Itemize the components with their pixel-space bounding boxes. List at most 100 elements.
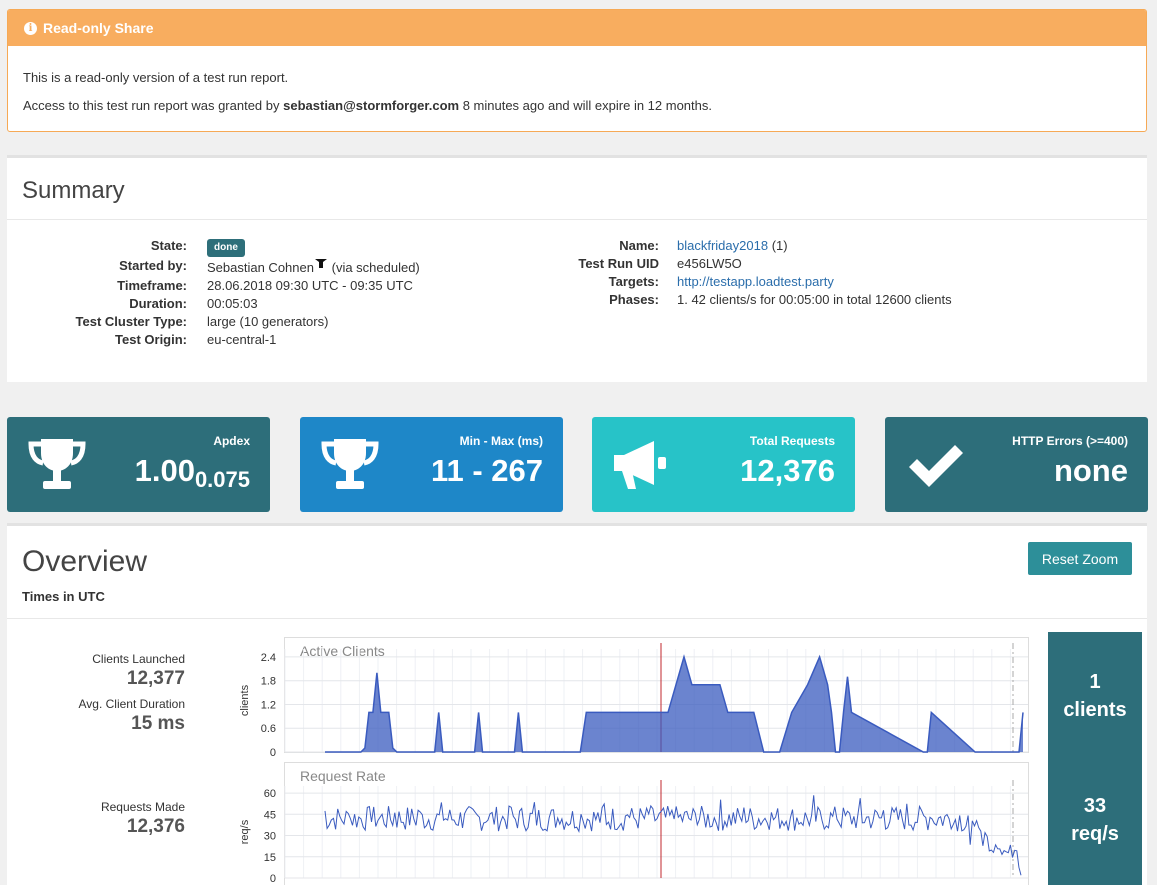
y-tick-label: 1.8 xyxy=(261,676,276,688)
alert-title: Read-only Share xyxy=(43,20,154,36)
metric-value: 12,376 xyxy=(126,816,185,837)
y-tick-label: 30 xyxy=(264,831,276,843)
started-by-name: Sebastian Cohnen xyxy=(207,260,314,275)
summary-value-started-by: Sebastian Cohnen (via scheduled) xyxy=(187,257,420,277)
total-requests-value: 12,376 xyxy=(740,453,835,488)
summary-key: Timeframe: xyxy=(117,278,187,293)
read-only-alert: i Read-only Share This is a read-only ve… xyxy=(7,9,1147,132)
y-tick-label: 60 xyxy=(264,788,276,800)
summary-key: Name: xyxy=(619,238,659,253)
check-icon xyxy=(909,445,963,487)
live-stats-panel: 1 clients 33 req/s xyxy=(1048,632,1142,885)
active-clients-line xyxy=(325,654,1024,753)
test-name-link[interactable]: blackfriday2018 xyxy=(677,238,769,253)
summary-row-origin: Test Origin: eu-central-1 xyxy=(7,331,420,349)
info-icon: i xyxy=(24,21,37,35)
test-name-count: (1) xyxy=(771,238,788,253)
summary-key: State: xyxy=(150,238,187,253)
summary-row-state: State: done xyxy=(7,237,420,257)
alert-line-1: This is a read-only version of a test ru… xyxy=(23,70,289,85)
active-clients-area xyxy=(325,656,1023,752)
trophy-icon xyxy=(321,439,379,489)
summary-key: Targets: xyxy=(608,274,659,289)
summary-row-phases: Phases: 1. 42 clients/s for 00:05:00 in … xyxy=(567,291,952,309)
summary-title: Summary xyxy=(7,158,1147,220)
metric-requests-made: Requests Made 12,376 xyxy=(101,800,185,838)
overview-title: Overview xyxy=(22,545,148,578)
reset-zoom-button[interactable]: Reset Zoom xyxy=(1028,542,1132,575)
y-axis-label: clients xyxy=(239,684,251,716)
current-clients: 1 clients xyxy=(1048,668,1142,724)
state-badge: done xyxy=(207,239,245,257)
metric-label: Avg. Client Duration xyxy=(78,697,186,711)
current-clients-unit: clients xyxy=(1063,699,1127,721)
summary-value-state: done xyxy=(187,237,245,257)
active-clients-svg: 2.4 1.8 1.2 0.6 0 clients xyxy=(239,643,1028,757)
summary-key: Started by: xyxy=(119,258,187,273)
total-requests-tile: Total Requests 12,376 xyxy=(592,417,855,512)
trophy-icon xyxy=(28,439,86,489)
overview-subtitle: Times in UTC xyxy=(22,589,105,604)
metric-value: 15 ms xyxy=(131,713,185,734)
megaphone-icon xyxy=(614,441,666,489)
summary-key: Phases: xyxy=(609,292,659,307)
request-rate-line xyxy=(324,795,1022,876)
summary-panel: Summary State: done Started by: Sebastia… xyxy=(7,155,1147,382)
http-errors-tile: HTTP Errors (>=400) none xyxy=(885,417,1148,512)
summary-value: eu-central-1 xyxy=(207,332,277,347)
started-by-extra: (via scheduled) xyxy=(331,260,420,275)
apdex-label: Apdex xyxy=(213,434,250,448)
current-rate-value: 33 xyxy=(1083,795,1107,817)
summary-row-targets: Targets: http://testapp.loadtest.party xyxy=(567,273,952,291)
min-max-value: 11 - 267 xyxy=(430,453,543,488)
y-tick-label: 45 xyxy=(264,809,276,821)
target-link[interactable]: http://testapp.loadtest.party xyxy=(677,274,834,289)
metric-avg-client-duration: Avg. Client Duration 15 ms xyxy=(79,697,186,735)
overview-divider xyxy=(7,618,1147,619)
chart-title: Request Rate xyxy=(300,768,386,784)
summary-value-targets: http://testapp.loadtest.party xyxy=(659,273,834,291)
summary-value: e456LW5O xyxy=(677,256,742,271)
summary-row-name: Name: blackfriday2018 (1) xyxy=(567,237,952,255)
metric-label: Clients Launched xyxy=(92,652,185,666)
summary-left: State: done Started by: Sebastian Cohnen… xyxy=(7,237,420,349)
summary-row-started-by: Started by: Sebastian Cohnen (via schedu… xyxy=(7,257,420,277)
summary-right: Name: blackfriday2018 (1) Test Run UID e… xyxy=(567,237,952,309)
y-tick-label: 1.2 xyxy=(261,699,276,711)
summary-row-timeframe: Timeframe: 28.06.2018 09:30 UTC - 09:35 … xyxy=(7,277,420,295)
current-rate-unit: req/s xyxy=(1071,823,1119,845)
alert-header: i Read-only Share xyxy=(8,10,1146,46)
alert-line-2: Access to this test run report was grant… xyxy=(23,92,1131,120)
http-errors-label: HTTP Errors (>=400) xyxy=(1012,434,1128,448)
http-errors-value: none xyxy=(1053,453,1128,488)
summary-key: Test Run UID xyxy=(578,256,659,271)
summary-key: Duration: xyxy=(129,296,187,311)
y-tick-label: 0 xyxy=(270,747,276,757)
summary-key: Test Cluster Type: xyxy=(75,314,187,329)
user-badge-icon xyxy=(314,259,327,268)
request-rate-svg: 60 45 30 15 0 req/s xyxy=(239,780,1028,885)
metric-clients-launched: Clients Launched 12,377 xyxy=(92,652,185,690)
current-request-rate: 33 req/s xyxy=(1048,792,1142,848)
apdex-tile: Apdex 1.000.075 xyxy=(7,417,270,512)
y-axis-label: req/s xyxy=(239,819,251,844)
alert-body: This is a read-only version of a test ru… xyxy=(8,46,1146,131)
summary-row-uid: Test Run UID e456LW5O xyxy=(567,255,952,273)
y-tick-label: 0 xyxy=(270,873,276,885)
min-max-label: Min - Max (ms) xyxy=(459,434,543,448)
granted-by-email: sebastian@stormforger.com xyxy=(283,98,460,113)
current-clients-value: 1 xyxy=(1089,671,1101,693)
summary-value: large (10 generators) xyxy=(207,314,329,329)
summary-row-cluster-type: Test Cluster Type: large (10 generators) xyxy=(7,313,420,331)
y-tick-label: 15 xyxy=(264,852,276,864)
metric-label: Requests Made xyxy=(100,800,185,814)
summary-value: 28.06.2018 09:30 UTC - 09:35 UTC xyxy=(207,278,413,293)
summary-key: Test Origin: xyxy=(115,332,187,347)
summary-row-duration: Duration: 00:05:03 xyxy=(7,295,420,313)
y-tick-label: 0.6 xyxy=(261,723,276,735)
y-tick-label: 2.4 xyxy=(261,652,276,664)
min-max-tile: Min - Max (ms) 11 - 267 xyxy=(300,417,563,512)
alert-line-2-suffix: 8 minutes ago and will expire in 12 mont… xyxy=(459,98,712,113)
summary-value: 00:05:03 xyxy=(207,296,258,311)
apdex-score: 1.00 xyxy=(134,453,195,488)
